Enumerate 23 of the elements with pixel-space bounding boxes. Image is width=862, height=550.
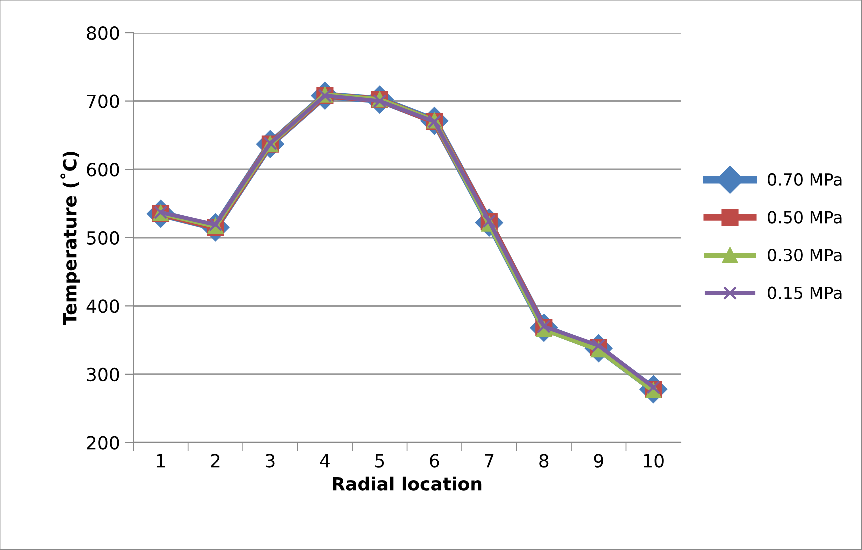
x-tick-label: 4 bbox=[320, 454, 330, 468]
x-tick-label: 3 bbox=[266, 454, 275, 468]
y-tick-label: 200 bbox=[87, 436, 120, 450]
x-tick-label: 7 bbox=[485, 454, 494, 468]
legend-label: 0.70 MPa bbox=[768, 173, 842, 186]
y-axis-title: Temperature (˚C) bbox=[60, 152, 80, 326]
x-tick-label: 6 bbox=[430, 454, 440, 468]
x-tick-label: 9 bbox=[594, 454, 604, 468]
y-tick-label: 600 bbox=[87, 163, 120, 177]
legend-label: 0.50 MPa bbox=[768, 211, 842, 224]
x-tick-label: 8 bbox=[540, 454, 549, 468]
legend-label: 0.30 MPa bbox=[768, 249, 842, 262]
y-tick-label: 400 bbox=[86, 300, 120, 314]
x-tick-label: 1 bbox=[157, 454, 166, 468]
x-tick-label: 5 bbox=[376, 454, 384, 468]
legend-label: 0.15 MPa bbox=[768, 286, 842, 300]
y-tick-label: 700 bbox=[87, 94, 120, 108]
x-tick-label: 10 bbox=[644, 454, 664, 468]
y-tick-label: 800 bbox=[87, 26, 120, 40]
y-tick-label: 300 bbox=[87, 368, 120, 382]
x-axis-title: Radial location bbox=[333, 476, 482, 491]
x-tick-label: 2 bbox=[211, 454, 220, 468]
y-tick-label: 500 bbox=[87, 231, 120, 245]
